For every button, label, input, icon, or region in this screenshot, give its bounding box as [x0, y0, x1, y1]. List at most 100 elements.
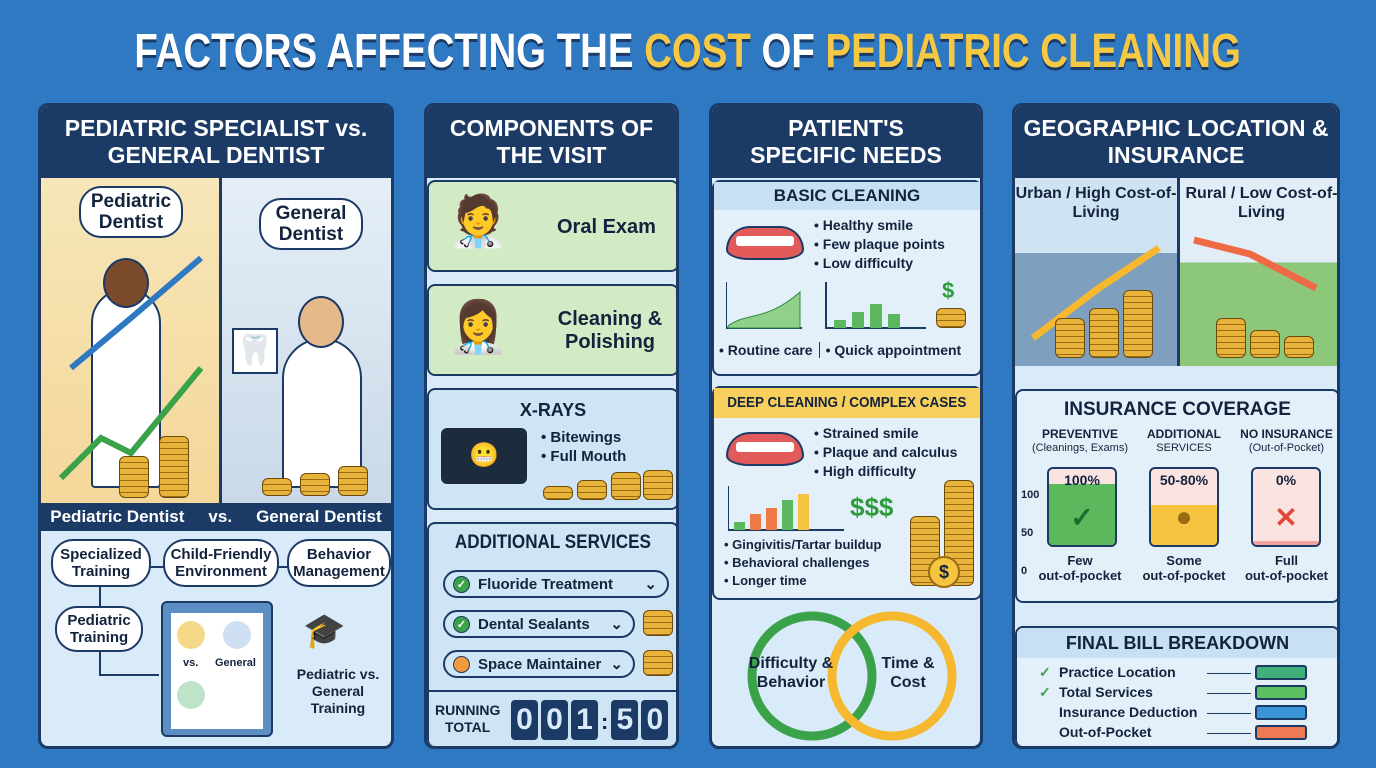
running-total-label: RUNNING TOTAL: [435, 702, 500, 736]
panel-location-insurance: GEOGRAPHIC LOCATION & INSURANCE Urban / …: [1012, 103, 1340, 749]
title-part: OF: [751, 25, 826, 78]
coin-stack-icon: [1250, 330, 1280, 358]
factor-pediatric-training: Pediatric Training: [55, 606, 143, 652]
insurance-coverage-card: INSURANCE COVERAGE 100 50 0 PREVENTIVE (Cle…: [1015, 389, 1337, 603]
compare-left: Pediatric Dentist: [50, 507, 185, 526]
factor-specialized-training: Specialized Training: [51, 539, 151, 587]
coin-stack-icon: [643, 610, 673, 636]
coverage-footer: Some out-of-pocket: [1135, 553, 1233, 583]
deep-cleaning-title-wrap: DEEP CLEANING / COMPLEX CASES: [714, 388, 980, 418]
divider: [429, 690, 676, 692]
item-label: Gingivitis/Tartar buildup: [732, 537, 882, 552]
axis-tick: 100: [1021, 489, 1040, 501]
tag-label: Quick appointment: [834, 342, 962, 358]
coin-stack-icon: [543, 486, 573, 500]
coin-stack-icon: [159, 436, 189, 498]
cycle-difficulty-label: Difficulty & Behavior: [748, 655, 834, 691]
list-item: • Longer time: [724, 573, 807, 588]
check-icon: ✓: [453, 575, 470, 593]
coin-stack-icon: [1123, 290, 1153, 358]
service-space-maintainer-dropdown[interactable]: Space Maintainer ⌄: [443, 650, 635, 678]
bill-row-label: Practice Location: [1059, 664, 1176, 680]
service-label: Dental Sealants: [478, 615, 590, 633]
dollar-coin-icon: $: [928, 556, 960, 588]
service-fluoride-dropdown[interactable]: ✓ Fluoride Treatment ⌄: [443, 570, 669, 598]
coin-stack-icon: [262, 478, 292, 496]
rising-bar-chart-icon: [728, 486, 844, 531]
item-label: Strained smile: [822, 425, 919, 441]
coverage-footer: Full out-of-pocket: [1235, 553, 1337, 583]
teeth: [736, 236, 794, 246]
urban-label: Urban / High Cost-of-Living: [1015, 185, 1177, 221]
xrays-title: X-RAYS: [519, 400, 587, 420]
x-icon: ✕: [1274, 502, 1298, 533]
list-item: • Healthy smile: [814, 217, 914, 233]
label-line: RUNNING: [435, 702, 501, 718]
bill-row-bar: [1255, 665, 1307, 680]
coin-stack-icon: [643, 470, 673, 500]
clipboard-general: General: [215, 657, 256, 669]
bill-row-bar: [1255, 725, 1307, 740]
clipboard-paper: vs. General: [171, 613, 263, 729]
digit: 0: [641, 700, 669, 740]
comparison-bar: Pediatric Dentist vs. General Dentist: [41, 503, 391, 531]
leader-line: [1207, 713, 1251, 714]
leader-line: [1207, 733, 1251, 734]
teeth: [736, 442, 794, 452]
mini-charts-icon: [726, 282, 926, 329]
oral-exam-card: 🧑‍⚕️ Oral Exam: [427, 180, 676, 272]
chevron-down-icon: ⌄: [610, 616, 623, 633]
coin-stack-icon: [1284, 336, 1314, 358]
connector-line: [99, 674, 159, 676]
chevron-down-icon: ⌄: [610, 656, 623, 673]
service-sealants-dropdown[interactable]: ✓ Dental Sealants ⌄: [443, 610, 635, 638]
basic-cleaning-card: BASIC CLEANING • Healthy smile • Few plaq…: [712, 180, 980, 376]
xray-item-label: Bitewings: [550, 429, 622, 446]
title-text: FACTORS AFFECTING THE COST OF PEDIATRIC …: [135, 24, 1242, 84]
bill-row-label: Total Services: [1059, 684, 1153, 700]
list-item: • Behavioral challenges: [724, 555, 870, 570]
trend-up-arrow-icon: [58, 255, 204, 481]
title-highlight: PEDIATRIC CLEANING: [825, 25, 1242, 78]
panel-heading: PATIENT'S SPECIFIC NEEDS: [712, 106, 980, 178]
infographic-title: FACTORS AFFECTING THE COST OF PEDIATRIC …: [0, 24, 1376, 84]
column-sub: SERVICES: [1156, 442, 1212, 454]
smile-icon: [726, 432, 804, 466]
coverage-percent: 0%: [1275, 472, 1297, 488]
leader-line: [1207, 673, 1251, 674]
xrays-card: X-RAYS 😬 • Bitewings • Full Mouth: [427, 388, 676, 510]
coin-stack-icon: [300, 473, 330, 496]
xray-item: • Bitewings: [541, 429, 622, 446]
coverage-percent: 100%: [1064, 472, 1100, 488]
coverage-fill: [1253, 541, 1319, 545]
bill-row-label: Out-of-Pocket: [1059, 724, 1152, 740]
digit: 0: [541, 700, 568, 740]
axis-tick: 50: [1021, 527, 1034, 539]
service-label: Space Maintainer: [478, 655, 602, 673]
coin-stack-icon: [643, 650, 673, 676]
panel-patient-needs: PATIENT'S SPECIFIC NEEDS BASIC CLEANING …: [709, 103, 983, 749]
xray-teeth-icon: 😬: [441, 428, 527, 484]
coverage-percent: 50-80%: [1159, 472, 1209, 488]
axis-tick: 0: [1021, 565, 1028, 577]
coin-stack-icon: [944, 480, 974, 586]
list-item: • High difficulty: [814, 463, 917, 479]
smile-icon: [726, 226, 804, 260]
bill-row-bar: [1255, 705, 1307, 720]
item-label: Low difficulty: [822, 255, 914, 271]
digit-separator: :: [601, 709, 609, 734]
final-bill-title: FINAL BILL BREAKDOWN: [1017, 628, 1337, 658]
graduation-cap-icon: 🎓: [303, 612, 346, 650]
check-icon: ✓: [453, 615, 470, 633]
footer-line: Some: [1166, 553, 1202, 568]
coverage-column-head: ADDITIONAL SERVICES: [1135, 427, 1233, 455]
coverage-fill: [1049, 484, 1115, 545]
additional-services-title: ADDITIONAL SERVICES: [454, 532, 652, 553]
factor-behavior-management: Behavior Management: [287, 539, 391, 587]
footer-line: out-of-pocket: [1038, 568, 1122, 583]
title-part: FACTORS AFFECTING THE: [134, 25, 645, 78]
clipboard-vs: vs.: [183, 657, 199, 669]
coin-stack-icon: [119, 456, 149, 498]
dentist-head: [103, 258, 149, 308]
list-item: • Plaque and calculus: [814, 444, 958, 460]
